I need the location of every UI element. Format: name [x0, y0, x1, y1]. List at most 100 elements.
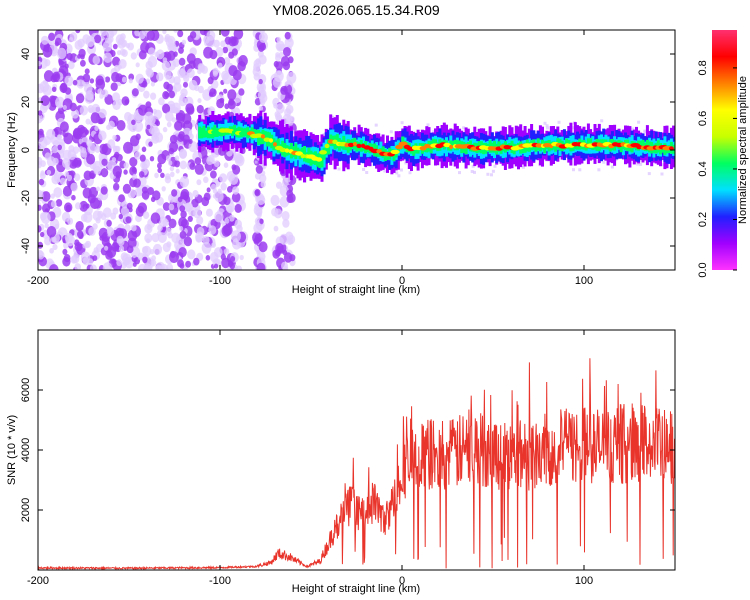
noise-speck: [61, 157, 71, 169]
noise-speck: [636, 162, 640, 166]
noise-speck: [129, 135, 140, 147]
noise-speck: [470, 170, 474, 173]
noise-speck: [150, 196, 156, 203]
noise-speck: [286, 189, 294, 198]
noise-speck: [383, 169, 387, 173]
noise-speck: [104, 245, 109, 251]
noise-speck: [280, 56, 290, 67]
noise-speck: [38, 249, 44, 258]
x-tick-label: 0: [399, 275, 405, 287]
noise-speck: [177, 259, 184, 268]
noise-speck: [121, 76, 127, 83]
signal-cell: [200, 127, 204, 139]
noise-speck: [203, 36, 210, 44]
noise-speck: [213, 39, 220, 48]
noise-speck: [62, 248, 68, 255]
noise-speck: [397, 174, 401, 178]
noise-speck: [600, 119, 604, 123]
signal-core: [319, 150, 327, 155]
noise-speck: [75, 30, 81, 34]
noise-speck: [273, 225, 279, 232]
noise-speck: [38, 178, 45, 186]
noise-speck: [38, 241, 44, 249]
noise-speck: [186, 68, 195, 78]
noise-speck: [228, 173, 239, 185]
noise-speck: [62, 105, 67, 110]
noise-speck: [193, 257, 200, 266]
noise-speck: [185, 260, 192, 268]
noise-speck: [546, 126, 549, 130]
noise-speck: [139, 154, 146, 162]
noise-speck: [211, 242, 217, 248]
noise-speck: [39, 172, 46, 180]
noise-speck: [50, 193, 55, 199]
noise-speck: [258, 32, 268, 43]
noise-speck: [289, 254, 296, 262]
noise-speck: [578, 168, 582, 172]
noise-speck: [196, 216, 204, 225]
noise-speck: [61, 87, 67, 94]
noise-speck: [98, 227, 108, 239]
noise-speck: [121, 49, 128, 57]
noise-speck: [273, 60, 279, 68]
noise-speck: [82, 73, 91, 83]
signal-cell: [554, 141, 558, 152]
noise-speck: [138, 104, 148, 116]
x-tick-label: -200: [27, 575, 49, 587]
noise-speck: [156, 49, 165, 60]
noise-speck: [125, 216, 132, 224]
noise-speck: [74, 263, 81, 270]
x-tick-label: -100: [209, 275, 231, 287]
noise-speck: [83, 170, 92, 181]
noise-speck: [72, 79, 78, 86]
noise-speck: [130, 224, 137, 232]
noise-speck: [101, 158, 108, 166]
noise-speck: [256, 262, 266, 270]
noise-speck: [140, 161, 147, 169]
signal-cell: [534, 143, 538, 152]
noise-speck: [137, 263, 147, 270]
noise-speck: [112, 56, 121, 67]
signal-cell: [198, 126, 202, 139]
noise-speck: [49, 264, 59, 270]
noise-speck: [169, 166, 175, 172]
noise-speck: [94, 125, 99, 132]
signal-cell: [639, 140, 643, 149]
noise-speck: [92, 255, 98, 261]
noise-speck: [182, 134, 190, 143]
noise-speck: [168, 90, 175, 99]
signal-core: [390, 149, 400, 155]
signal-core: [636, 144, 643, 150]
colorbar-tick-label: 0.4: [697, 161, 709, 176]
noise-speck: [88, 107, 93, 114]
noise-speck: [165, 111, 174, 122]
noise-speck: [76, 79, 85, 89]
noise-speck: [259, 218, 264, 224]
noise-speck: [275, 181, 283, 189]
noise-speck: [71, 194, 76, 201]
noise-speck: [220, 40, 226, 48]
noise-speck: [162, 30, 167, 35]
noise-speck: [143, 90, 150, 99]
noise-speck: [38, 225, 42, 233]
noise-speck: [597, 168, 601, 172]
noise-speck: [230, 256, 236, 262]
noise-speck: [214, 211, 224, 223]
noise-speck: [158, 97, 165, 106]
noise-speck: [220, 182, 227, 191]
signal-cell: [464, 143, 468, 154]
noise-speck: [639, 162, 643, 166]
noise-speck: [365, 171, 369, 174]
noise-speck: [238, 88, 245, 96]
noise-speck: [48, 32, 56, 41]
noise-speck: [43, 70, 54, 82]
noise-speck: [131, 119, 136, 126]
signal-cell: [586, 138, 590, 149]
noise-speck: [166, 83, 174, 92]
noise-speck: [38, 128, 44, 136]
noise-speck: [194, 163, 204, 175]
colorbar-tick-label: 0.0: [697, 262, 709, 277]
figure-title: YM08.2026.065.15.34.R09: [272, 2, 440, 18]
noise-speck: [52, 157, 59, 166]
noise-speck: [545, 124, 549, 128]
